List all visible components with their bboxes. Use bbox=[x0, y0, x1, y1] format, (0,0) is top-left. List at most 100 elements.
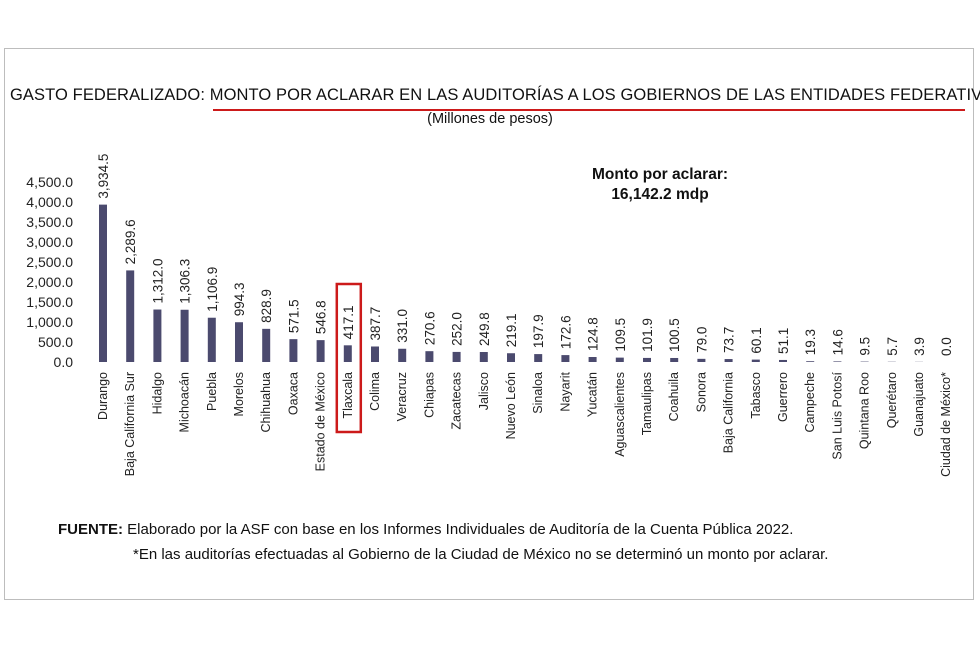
y-tick-label: 1,500.0 bbox=[26, 294, 73, 310]
bar-chart: 0.0 500.0 1,000.0 1,500.0 2,000.0 2,500.0 3,00… bbox=[26, 154, 954, 477]
title-prefix: GASTO FEDERALIZADO: bbox=[10, 86, 210, 104]
value-label: 60.1 bbox=[749, 327, 764, 353]
category-label: Sonora bbox=[694, 372, 708, 412]
y-tick-label: 0.0 bbox=[54, 354, 74, 370]
value-label: 270.6 bbox=[422, 311, 437, 345]
value-label: 3.9 bbox=[912, 337, 927, 356]
category-label: Campeche bbox=[803, 372, 817, 432]
bar bbox=[99, 204, 107, 362]
category-label: Baja California bbox=[722, 372, 736, 453]
bar bbox=[697, 358, 706, 362]
category-label: Nayarit bbox=[558, 371, 572, 411]
bar bbox=[479, 352, 488, 362]
y-tick-label: 2,000.0 bbox=[26, 274, 73, 290]
category-label: Chihuahua bbox=[259, 372, 273, 433]
category-label: Michoacán bbox=[178, 372, 192, 432]
value-label: 387.7 bbox=[368, 307, 383, 341]
bar bbox=[289, 339, 298, 362]
value-label: 0.0 bbox=[939, 337, 954, 356]
highlight-box bbox=[335, 282, 363, 434]
bar bbox=[615, 357, 624, 362]
bar bbox=[670, 357, 679, 362]
y-tick-label: 500.0 bbox=[38, 334, 73, 350]
total-label: Monto por aclarar: bbox=[591, 166, 729, 183]
category-label: Chiapas bbox=[422, 372, 436, 418]
value-label: 79.0 bbox=[694, 327, 709, 353]
category-label: Tamaulipas bbox=[640, 372, 654, 435]
category-label: Oaxaca bbox=[286, 372, 300, 415]
category-label: Baja California Sur bbox=[123, 372, 137, 476]
category-label: Estado de México bbox=[314, 372, 328, 471]
value-label: 109.5 bbox=[613, 318, 628, 352]
value-label: 2,289.6 bbox=[123, 219, 138, 264]
title-underline bbox=[213, 109, 965, 111]
value-label: 571.5 bbox=[286, 299, 301, 333]
bar bbox=[262, 328, 271, 362]
bar bbox=[425, 351, 434, 362]
bar bbox=[833, 361, 842, 362]
bar bbox=[371, 346, 379, 362]
category-label: Guerrero bbox=[776, 372, 790, 422]
value-label: 100.5 bbox=[667, 318, 682, 352]
category-label: Veracruz bbox=[395, 372, 409, 421]
y-tick-label: 4,000.0 bbox=[26, 194, 73, 210]
value-label: 14.6 bbox=[830, 329, 845, 355]
category-label: Zacatecas bbox=[450, 372, 464, 430]
category-label: Sinaloa bbox=[531, 372, 545, 414]
category-label: Guanajuato bbox=[912, 372, 926, 437]
category-label: Puebla bbox=[205, 372, 219, 411]
category-label: Aguascalientes bbox=[613, 372, 627, 457]
chart-title: GASTO FEDERALIZADO: MONTO POR ACLARAR EN… bbox=[10, 86, 980, 105]
bar bbox=[561, 355, 570, 362]
total-value: 16,142.2 mdp bbox=[611, 186, 709, 203]
category-label: Quintana Roo bbox=[858, 372, 872, 449]
source-label: FUENTE: bbox=[58, 521, 123, 538]
y-tick-label: 1,000.0 bbox=[26, 314, 73, 330]
value-label: 417.1 bbox=[341, 306, 356, 340]
value-label: 249.8 bbox=[477, 312, 492, 346]
bar bbox=[207, 317, 216, 362]
value-label: 172.6 bbox=[558, 315, 573, 349]
bar bbox=[643, 357, 651, 362]
total-annotation: Monto por aclarar: 16,142.2 mdp bbox=[560, 165, 760, 205]
value-label: 19.3 bbox=[803, 329, 818, 355]
category-label: Yucatán bbox=[586, 372, 600, 417]
value-label: 3,934.5 bbox=[96, 154, 111, 199]
value-label: 1,106.9 bbox=[205, 267, 220, 312]
bar bbox=[806, 361, 815, 362]
category-label: Morelos bbox=[232, 372, 246, 416]
y-tick-label: 2,500.0 bbox=[26, 254, 73, 270]
bar bbox=[153, 309, 162, 362]
value-label: 331.0 bbox=[395, 309, 410, 343]
bar bbox=[180, 309, 189, 362]
bar bbox=[751, 359, 760, 362]
bar bbox=[507, 353, 515, 362]
value-label: 51.1 bbox=[776, 328, 791, 354]
bar bbox=[452, 351, 461, 362]
value-label: 9.5 bbox=[858, 337, 873, 356]
value-label: 994.3 bbox=[232, 282, 247, 316]
value-label: 5.7 bbox=[885, 337, 900, 356]
value-label: 1,312.0 bbox=[150, 258, 165, 303]
footnote: *En las auditorías efectuadas al Gobiern… bbox=[133, 546, 829, 563]
category-label: Querétaro bbox=[885, 372, 899, 428]
bar bbox=[235, 322, 243, 362]
value-label: 1,306.3 bbox=[178, 259, 193, 304]
chart-subtitle: (Millones de pesos) bbox=[427, 111, 553, 127]
y-tick-label: 4,500.0 bbox=[26, 174, 73, 190]
value-label: 546.8 bbox=[314, 300, 329, 334]
y-tick-label: 3,500.0 bbox=[26, 214, 73, 230]
value-label: 124.8 bbox=[586, 317, 601, 351]
source-text: Elaborado por la ASF con base en los Inf… bbox=[123, 521, 794, 538]
category-label: Tabasco bbox=[749, 372, 763, 419]
category-label: Ciudad de México* bbox=[939, 372, 953, 477]
value-label: 828.9 bbox=[259, 289, 274, 323]
value-label: 252.0 bbox=[450, 312, 465, 346]
category-label: Coahuila bbox=[667, 372, 681, 421]
category-label: San Luis Potosí bbox=[830, 371, 844, 459]
bar bbox=[588, 357, 597, 362]
bar bbox=[779, 359, 787, 362]
title-main: MONTO POR ACLARAR EN LAS AUDITORÍAS A LO… bbox=[209, 86, 980, 104]
value-label: 101.9 bbox=[640, 318, 655, 352]
category-label: Nuevo León bbox=[504, 372, 518, 439]
